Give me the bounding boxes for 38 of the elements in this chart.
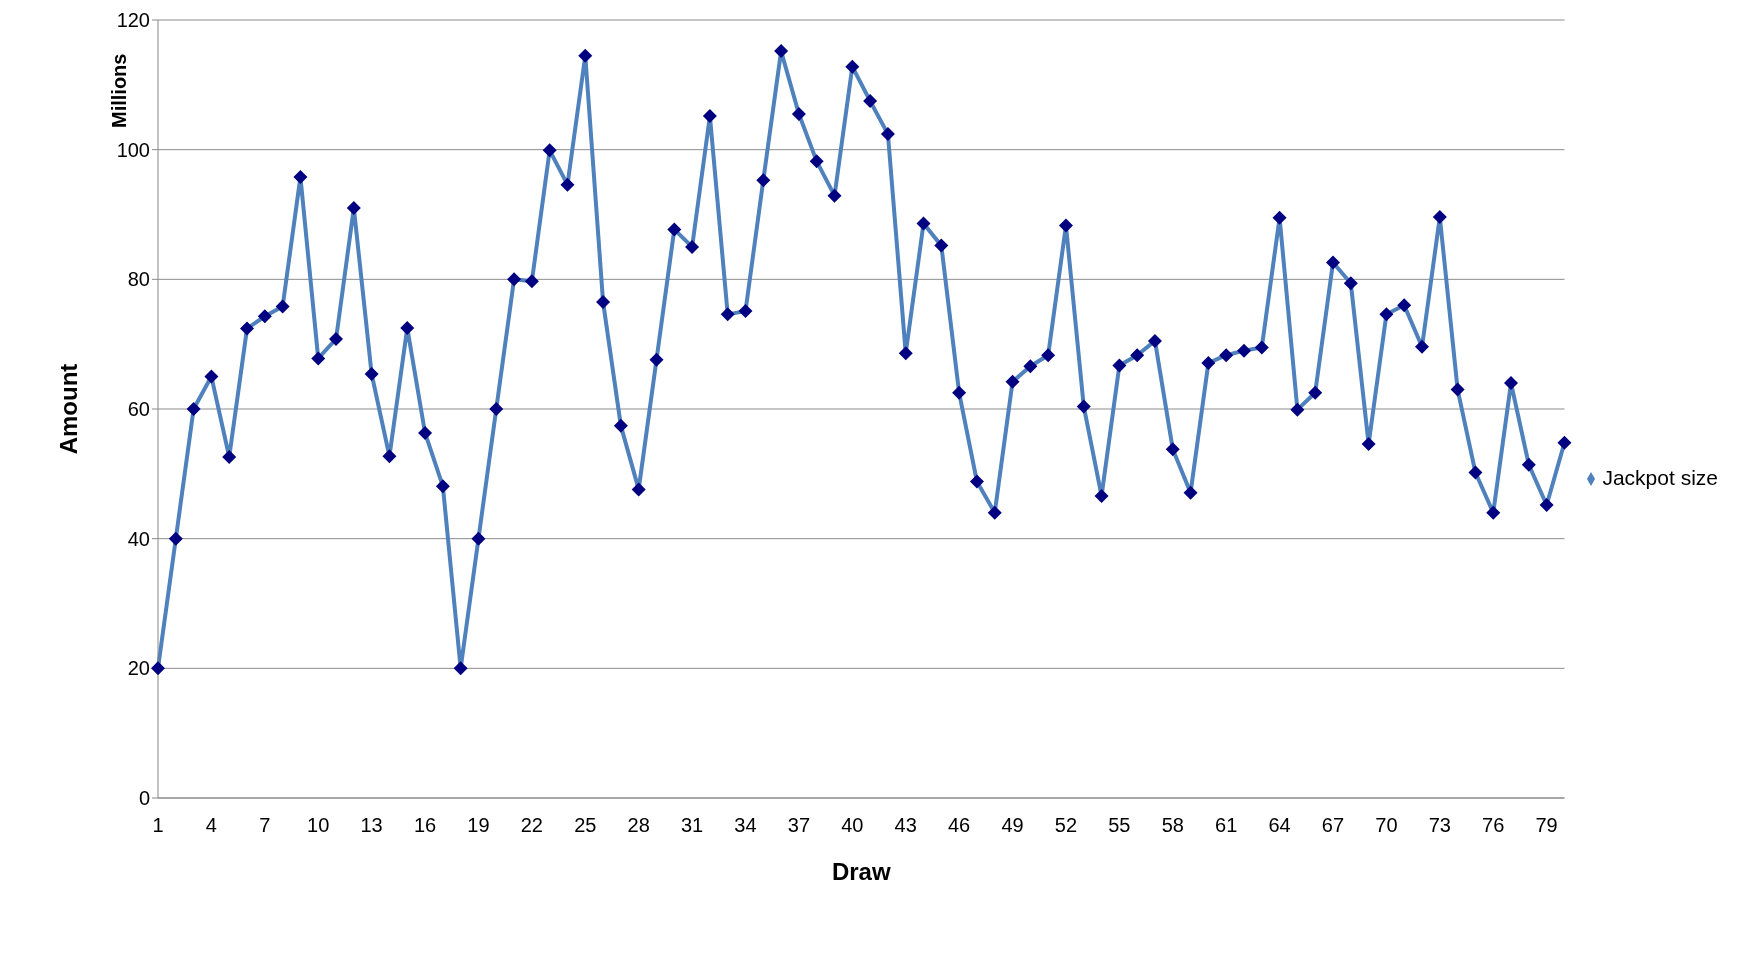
x-tick-label: 13 [360, 814, 383, 837]
x-tick-label: 25 [574, 814, 597, 837]
x-tick-label: 1 [152, 814, 164, 837]
x-tick-label: 46 [948, 814, 971, 837]
x-tick-label: 70 [1375, 814, 1398, 837]
x-tick-label: 73 [1428, 814, 1451, 837]
x-tick-label: 49 [1001, 814, 1024, 837]
x-tick-label: 28 [627, 814, 650, 837]
x-tick-label: 76 [1482, 814, 1505, 837]
x-tick-label: 31 [680, 814, 704, 837]
x-tick-label: 4 [205, 814, 217, 837]
x-tick-label: 67 [1321, 814, 1345, 837]
y-tick-label: 120 [116, 9, 150, 32]
x-tick-label: 64 [1268, 814, 1291, 837]
y-tick-label: 80 [127, 268, 150, 291]
y-tick-label: 0 [138, 787, 150, 810]
x-tick-label: 79 [1535, 814, 1558, 837]
legend-label: Jackpot size [1602, 466, 1718, 489]
text: Millions [108, 53, 131, 128]
x-tick-label: 10 [307, 814, 330, 837]
y-tick-label: 60 [127, 398, 150, 421]
x-tick-label: 43 [894, 814, 917, 837]
x-tick-label: 55 [1108, 814, 1131, 837]
x-tick-label: 61 [1215, 814, 1238, 837]
x-tick-label: 22 [520, 814, 543, 837]
y-axis-title: Amount [54, 363, 82, 455]
x-tick-label: 7 [259, 814, 271, 837]
x-tick-label: 16 [413, 814, 437, 837]
y-tick-label: 40 [127, 527, 150, 550]
x-tick-label: 58 [1161, 814, 1184, 837]
x-tick-label: 52 [1054, 814, 1078, 837]
x-tick-label: 19 [467, 814, 490, 837]
y-tick-label: 20 [127, 657, 150, 680]
y-tick-label: 100 [116, 138, 150, 161]
x-tick-label: 37 [787, 814, 811, 837]
x-tick-label: 40 [841, 814, 864, 837]
x-axis-title: Draw [831, 858, 891, 885]
x-tick-label: 34 [734, 814, 757, 837]
